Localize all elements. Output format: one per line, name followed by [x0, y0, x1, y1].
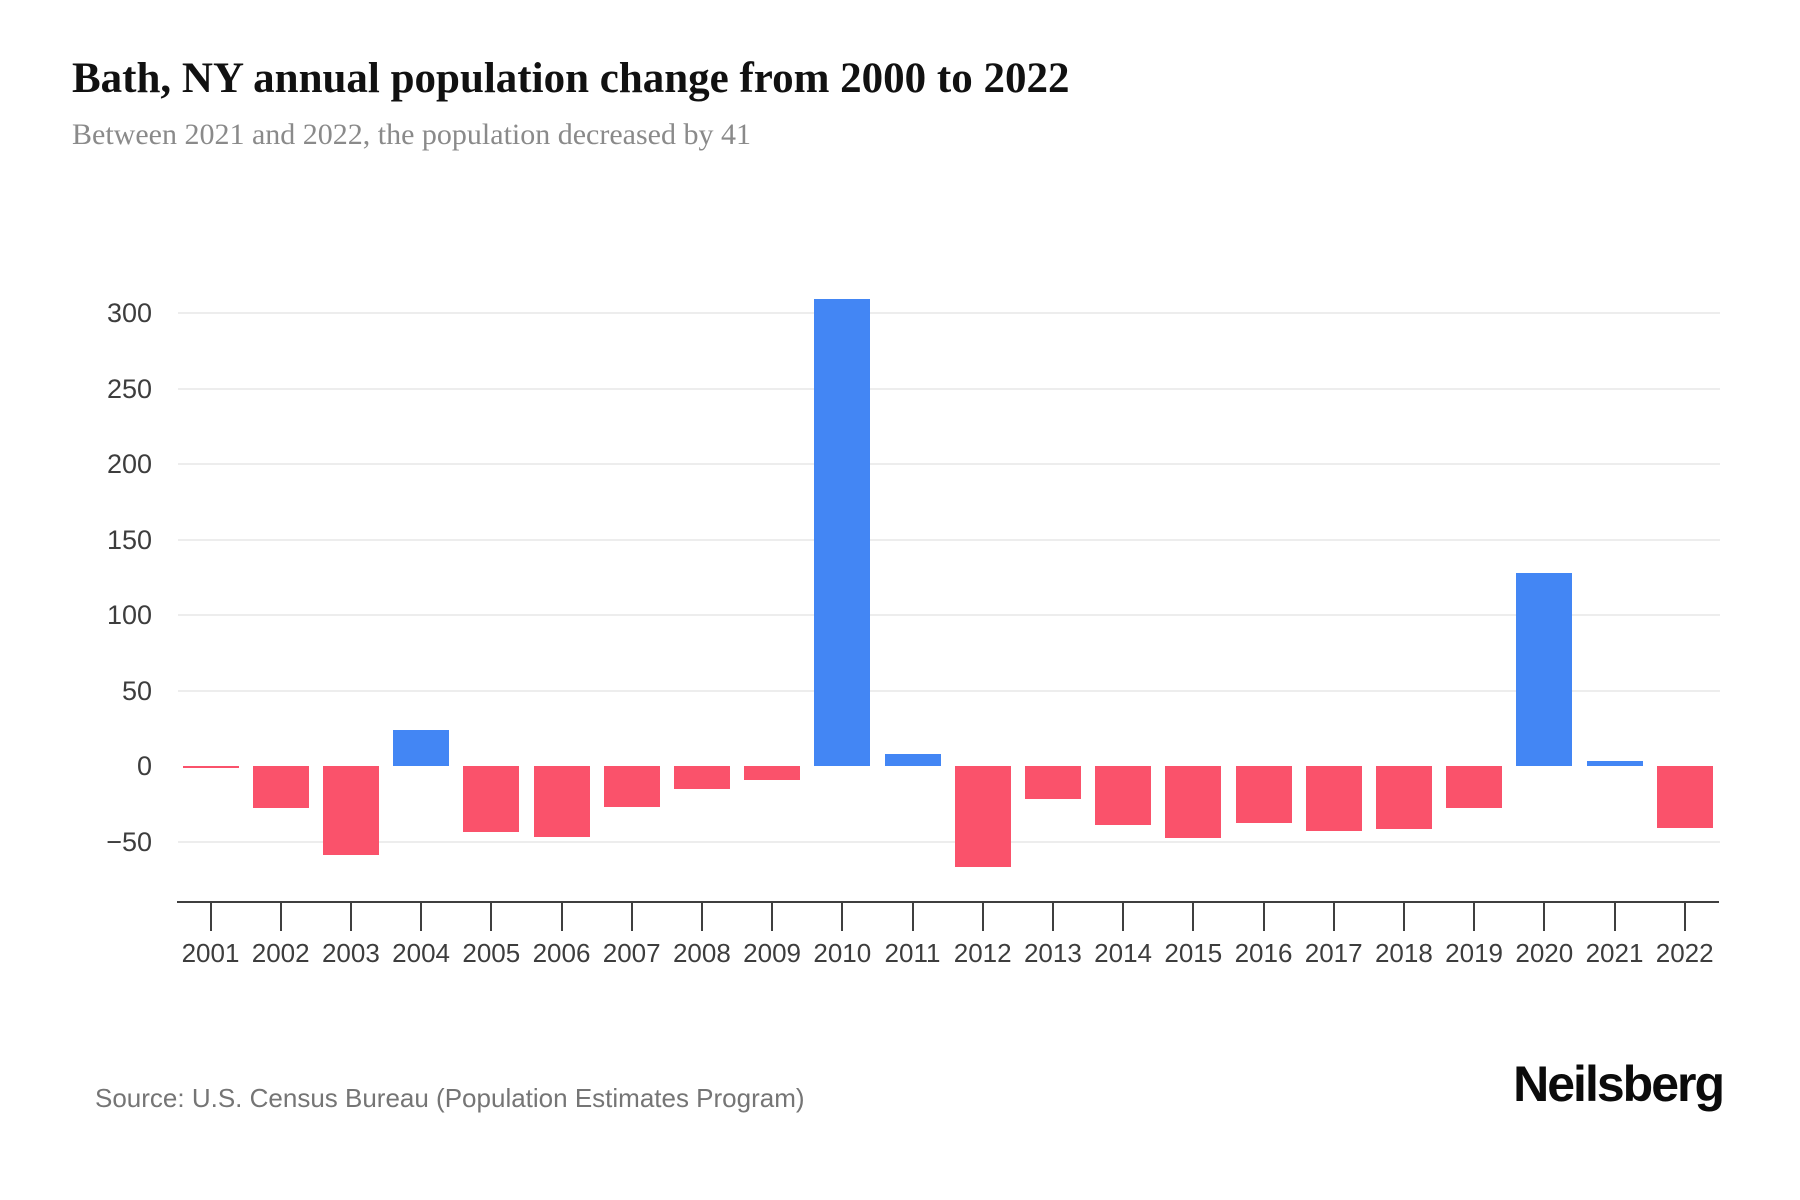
x-axis-label-2019: 2019	[1445, 938, 1504, 968]
x-axis-label-2017: 2017	[1304, 938, 1363, 968]
x-axis-tick-2015	[1192, 903, 1195, 931]
bar-2005[interactable]	[463, 766, 520, 833]
y-axis-label-250: 250	[106, 373, 152, 404]
x-axis-tick-2003	[349, 903, 352, 931]
y-axis-label-150: 150	[106, 524, 152, 555]
x-axis-label-2008: 2008	[672, 938, 731, 968]
x-axis-label-2003: 2003	[321, 938, 380, 968]
bar-2015[interactable]	[1165, 766, 1222, 839]
x-axis-tick-2021	[1613, 903, 1616, 931]
x-axis-line	[177, 901, 1719, 903]
x-axis-tick-2017	[1332, 903, 1335, 931]
x-axis-tick-2016	[1262, 903, 1265, 931]
bar-2016[interactable]	[1235, 766, 1292, 824]
chart-title: Bath, NY annual population change from 2…	[72, 55, 1070, 102]
bar-2002[interactable]	[252, 766, 309, 809]
bar-2004[interactable]	[393, 729, 450, 766]
bar-2011[interactable]	[884, 753, 941, 766]
x-axis-tick-2018	[1402, 903, 1405, 931]
bar-2013[interactable]	[1024, 766, 1081, 800]
x-axis-tick-2006	[560, 903, 563, 931]
x-axis-label-2009: 2009	[743, 938, 802, 968]
bar-2006[interactable]	[533, 766, 590, 837]
x-axis-label-2016: 2016	[1234, 938, 1293, 968]
bar-2017[interactable]	[1305, 766, 1362, 831]
neilsberg-logo: Neilsberg	[1513, 1056, 1725, 1112]
y-axis-label-300: 300	[106, 298, 152, 328]
x-axis-tick-2005	[490, 903, 493, 931]
gridline-250	[178, 387, 1720, 390]
x-axis-tick-2014	[1122, 903, 1125, 931]
y-axis-label-100: 100	[106, 600, 152, 630]
bar-2001[interactable]	[182, 766, 239, 768]
x-axis-label-2013: 2013	[1023, 938, 1082, 968]
y-axis-label--50: −50	[106, 826, 152, 857]
x-axis-tick-2013	[1051, 903, 1054, 931]
gridline-100	[178, 614, 1720, 616]
source-note: Source: U.S. Census Bureau (Population E…	[95, 1083, 805, 1113]
bar-2018[interactable]	[1375, 766, 1432, 830]
x-axis-tick-2012	[981, 903, 984, 931]
x-axis-label-2006: 2006	[532, 938, 591, 968]
y-axis-label-50: 50	[121, 675, 152, 706]
x-axis-label-2021: 2021	[1585, 938, 1644, 968]
x-axis-label-2001: 2001	[181, 938, 240, 968]
x-axis-tick-2004	[420, 903, 423, 931]
bar-2009[interactable]	[744, 766, 801, 780]
bar-2008[interactable]	[673, 766, 730, 789]
y-axis-label-200: 200	[106, 449, 152, 479]
bar-2012[interactable]	[954, 766, 1011, 868]
gridline-200	[178, 463, 1720, 465]
x-axis-label-2002: 2002	[251, 938, 310, 968]
bar-2021[interactable]	[1586, 761, 1643, 766]
x-axis-label-2020: 2020	[1515, 938, 1574, 968]
x-axis-label-2018: 2018	[1374, 938, 1433, 968]
x-axis-tick-2002	[279, 903, 282, 931]
gridline-50	[178, 689, 1720, 692]
gridline--50	[178, 840, 1720, 843]
x-axis-tick-2011	[911, 903, 914, 931]
gridline-300	[178, 312, 1720, 314]
x-axis-label-2015: 2015	[1164, 938, 1223, 968]
x-axis-label-2012: 2012	[953, 938, 1012, 968]
x-axis-tick-2009	[771, 903, 774, 931]
x-axis-tick-2019	[1473, 903, 1476, 931]
x-axis-tick-2007	[630, 903, 633, 931]
x-axis-label-2005: 2005	[462, 938, 521, 968]
bar-2019[interactable]	[1446, 766, 1503, 809]
x-axis-label-2007: 2007	[602, 938, 661, 968]
bar-2007[interactable]	[603, 766, 660, 807]
x-axis-label-2014: 2014	[1094, 938, 1153, 968]
bar-2020[interactable]	[1516, 572, 1573, 766]
x-axis-label-2011: 2011	[884, 938, 941, 968]
bar-2022[interactable]	[1656, 766, 1713, 828]
x-axis-label-2010: 2010	[813, 938, 872, 968]
chart-subtitle: Between 2021 and 2022, the population de…	[72, 118, 751, 151]
x-axis-label-2022: 2022	[1655, 938, 1714, 968]
x-axis-tick-2010	[841, 903, 844, 931]
y-axis-label-0: 0	[136, 751, 152, 781]
x-axis-tick-2001	[209, 903, 212, 931]
bar-2003[interactable]	[322, 766, 379, 856]
bar-2010[interactable]	[814, 299, 871, 766]
gridline-150	[178, 538, 1720, 541]
x-axis-tick-2022	[1683, 903, 1686, 931]
x-axis-tick-2008	[700, 903, 703, 931]
x-axis-tick-2020	[1543, 903, 1546, 931]
bar-2014[interactable]	[1095, 766, 1152, 825]
x-axis-label-2004: 2004	[392, 938, 451, 968]
